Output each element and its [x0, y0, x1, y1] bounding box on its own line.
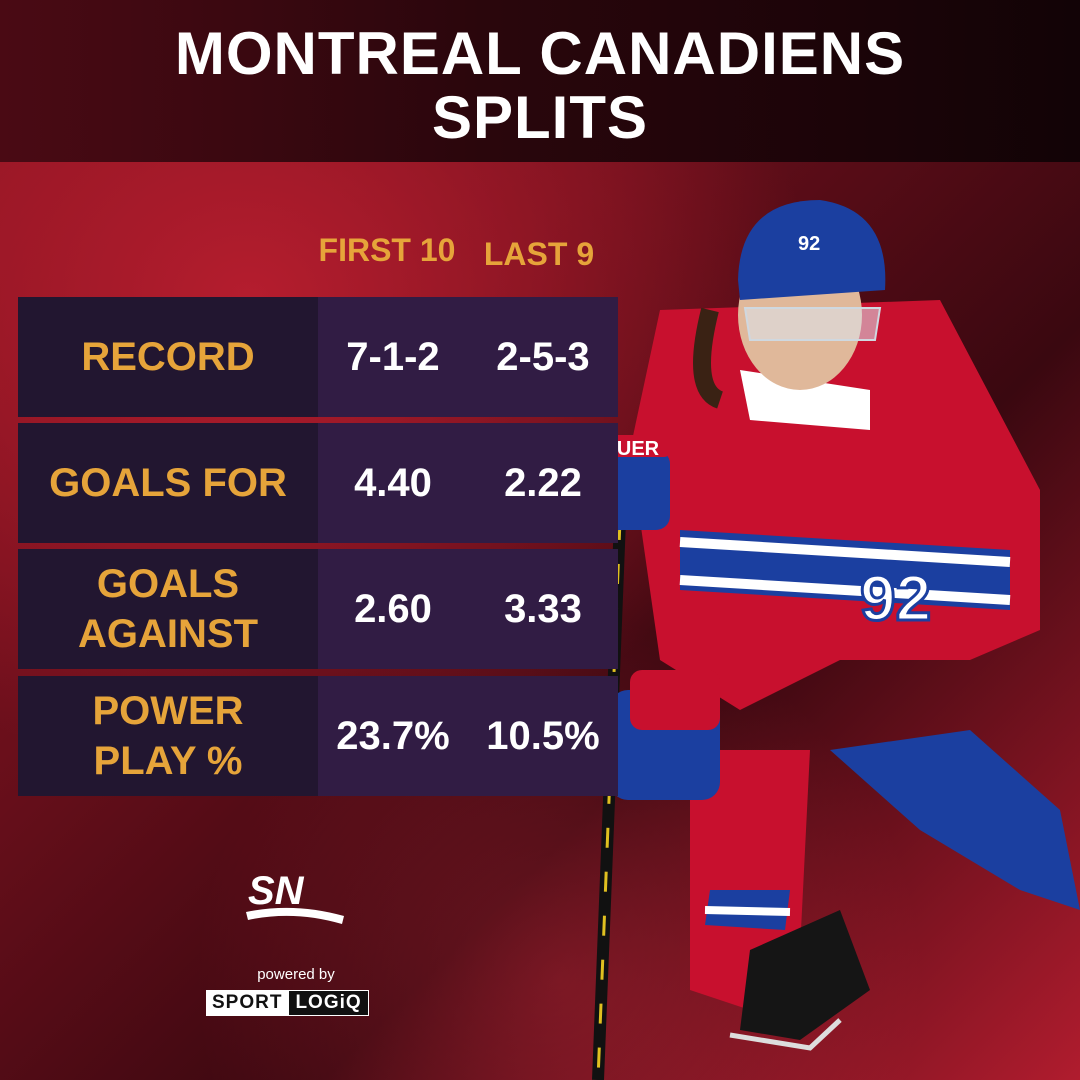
sportlogiq-logiq: LOGiQ: [288, 990, 369, 1016]
stat-label: GOALS AGAINST: [18, 549, 318, 669]
header-banner: MONTREAL CANADIENS SPLITS: [0, 0, 1080, 162]
stat-value-last: 10.5%: [486, 713, 600, 758]
sportlogiq-logo: SPORT LOGiQ: [206, 990, 369, 1016]
stat-value-first: 7-1-2: [346, 334, 440, 379]
sn-logo: SN: [246, 869, 344, 924]
jersey-number: 92: [860, 562, 931, 634]
sn-logo-text: SN: [248, 869, 305, 913]
stat-value-first: 23.7%: [336, 713, 450, 758]
helmet-number: 92: [798, 233, 820, 255]
column-header-first: FIRST 10: [318, 232, 456, 268]
sportlogiq-sport: SPORT: [206, 990, 289, 1016]
column-header-last: LAST 9: [483, 236, 595, 272]
page-title: MONTREAL CANADIENS: [174, 20, 906, 87]
stat-value-first: 4.40: [354, 460, 432, 505]
player-image: 92 BAUER 92: [580, 200, 1080, 1080]
stat-row-record: RECORD 7-1-2 2-5-3: [18, 297, 618, 417]
stat-label: POWER PLAY %: [18, 676, 318, 796]
stat-row-power-play: POWER PLAY % 23.7% 10.5%: [18, 676, 618, 796]
stat-value-last: 2-5-3: [496, 334, 590, 379]
stat-row-goals-against: GOALS AGAINST 2.60 3.33: [18, 549, 618, 669]
stat-value-last: 2.22: [504, 460, 582, 505]
stat-value-first: 2.60: [354, 586, 432, 631]
stat-label: RECORD: [18, 297, 318, 417]
stat-label: GOALS FOR: [18, 423, 318, 543]
stat-row-goals-for: GOALS FOR 4.40 2.22: [18, 423, 618, 543]
powered-by-text: powered by: [257, 966, 335, 983]
page-subtitle: SPLITS: [431, 84, 649, 151]
stat-value-last: 3.33: [504, 586, 582, 631]
